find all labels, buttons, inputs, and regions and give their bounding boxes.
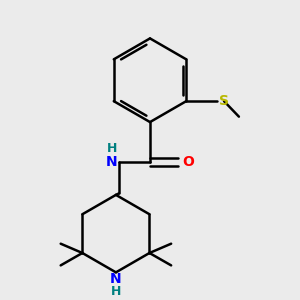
Text: N: N — [110, 272, 122, 286]
Text: S: S — [219, 94, 229, 108]
Text: N: N — [106, 155, 118, 170]
Text: O: O — [182, 155, 194, 170]
Text: H: H — [107, 142, 118, 154]
Text: H: H — [111, 285, 121, 298]
